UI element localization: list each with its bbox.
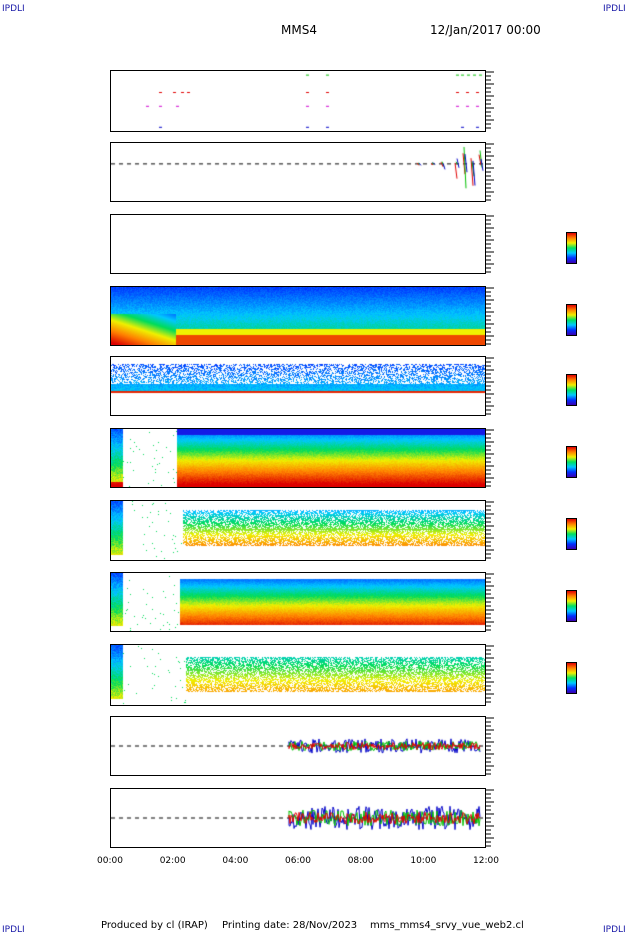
x-tick-label: 00:00 [97,856,123,866]
spectrogram [111,645,485,705]
spectrogram [111,501,485,560]
panel-6 [110,428,486,488]
spacecraft-title: MMS4 [281,23,317,37]
colorbar [566,446,577,478]
colorbar [566,374,577,406]
x-tick-label: 02:00 [159,856,186,866]
colorbar [566,304,577,336]
right-tick-marks [486,357,494,415]
line-plot [111,789,485,847]
corner-label-tr: IPDLI [603,4,626,14]
spectrogram [111,573,485,631]
panel-10 [110,716,486,776]
x-tick-label: 06:00 [285,856,311,866]
right-tick-marks [486,215,494,273]
line-plot [111,143,485,201]
x-tick-label: 08:00 [347,856,374,866]
panel-3 [110,214,486,274]
corner-label-bl: IPDLI [2,925,25,935]
footer-script: mms_mms4_srvy_vue_web2.cl [370,920,524,931]
x-tick-label: 10:00 [410,856,437,866]
right-tick-marks [486,143,494,201]
right-tick-marks [486,789,494,847]
colorbar [566,518,577,550]
corner-label-tl: IPDLI [2,4,25,14]
right-tick-marks [486,71,494,129]
right-tick-marks [486,429,494,487]
footer-produced: Produced by cl (IRAP) [101,920,208,931]
spectrogram [111,429,485,487]
corner-label-br: IPDLI [603,925,626,935]
right-tick-marks [486,287,494,345]
panel-8 [110,572,486,632]
right-tick-marks [486,717,494,775]
x-tick-label: 12:00 [473,856,499,866]
spectrogram [111,287,485,345]
date-title: 12/Jan/2017 00:00 [430,23,541,37]
footer-printing: Printing date: 28/Nov/2023 [222,920,358,931]
right-tick-marks [486,501,494,559]
colorbar [566,232,577,264]
panel-2 [110,142,486,202]
panel-9 [110,644,486,706]
colorbar [566,590,577,622]
panel-11 [110,788,486,848]
right-tick-marks [486,573,494,631]
line-plot [111,71,485,131]
line-plot [111,717,485,775]
panel-5 [110,356,486,416]
panel-1 [110,70,486,132]
colorbar [566,662,577,694]
right-tick-marks [486,645,494,703]
panel-4 [110,286,486,346]
spectrogram [111,357,485,415]
x-tick-label: 04:00 [222,856,249,866]
spectrogram [111,215,485,273]
panel-7 [110,500,486,561]
